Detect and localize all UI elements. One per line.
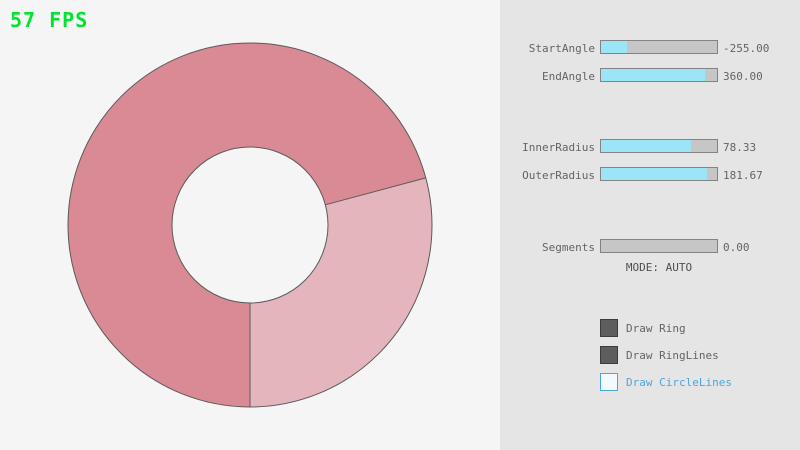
endangle-value: 360.00 xyxy=(723,70,763,83)
slider-fill xyxy=(601,69,706,81)
endangle-row: EndAngle 360.00 xyxy=(0,68,800,84)
draw-circlelines-label: Draw CircleLines xyxy=(626,375,732,389)
slider-fill xyxy=(601,140,692,152)
draw-ring-checkbox-row[interactable]: Draw Ring xyxy=(600,318,686,338)
endangle-slider[interactable] xyxy=(600,68,718,82)
ring-drawing xyxy=(67,42,433,408)
segments-slider[interactable] xyxy=(600,239,718,253)
innerradius-value: 78.33 xyxy=(723,141,757,154)
innerradius-row: InnerRadius 78.33 xyxy=(0,139,800,155)
outerradius-slider[interactable] xyxy=(600,167,718,181)
ring-light-region xyxy=(250,177,433,407)
segments-mode-text: MODE: AUTO xyxy=(625,261,693,274)
startangle-value: -255.00 xyxy=(723,42,770,55)
outerradius-label: OuterRadius xyxy=(522,169,595,182)
fps-counter: 57 FPS xyxy=(10,8,89,32)
startangle-label: StartAngle xyxy=(528,42,595,55)
draw-ring-label: Draw Ring xyxy=(626,321,686,335)
draw-ring-checkbox[interactable] xyxy=(600,319,618,337)
slider-fill xyxy=(601,41,627,53)
outerradius-row: OuterRadius 181.67 xyxy=(0,167,800,183)
segments-value: 0.00 xyxy=(723,241,750,254)
segments-row: Segments 0.00 xyxy=(0,239,800,255)
startangle-slider[interactable] xyxy=(600,40,718,54)
draw-circlelines-checkbox-row[interactable]: Draw CircleLines xyxy=(600,372,732,392)
slider-fill xyxy=(601,168,707,180)
draw-ringlines-label: Draw RingLines xyxy=(626,348,719,362)
draw-ringlines-checkbox[interactable] xyxy=(600,346,618,364)
segments-label: Segments xyxy=(542,241,595,254)
draw-circlelines-checkbox[interactable] xyxy=(600,373,618,391)
outerradius-value: 181.67 xyxy=(723,169,763,182)
endangle-label: EndAngle xyxy=(542,70,595,83)
innerradius-label: InnerRadius xyxy=(522,141,595,154)
draw-ringlines-checkbox-row[interactable]: Draw RingLines xyxy=(600,345,719,365)
startangle-row: StartAngle -255.00 xyxy=(0,40,800,56)
ring-lines xyxy=(67,42,433,408)
innerradius-slider[interactable] xyxy=(600,139,718,153)
